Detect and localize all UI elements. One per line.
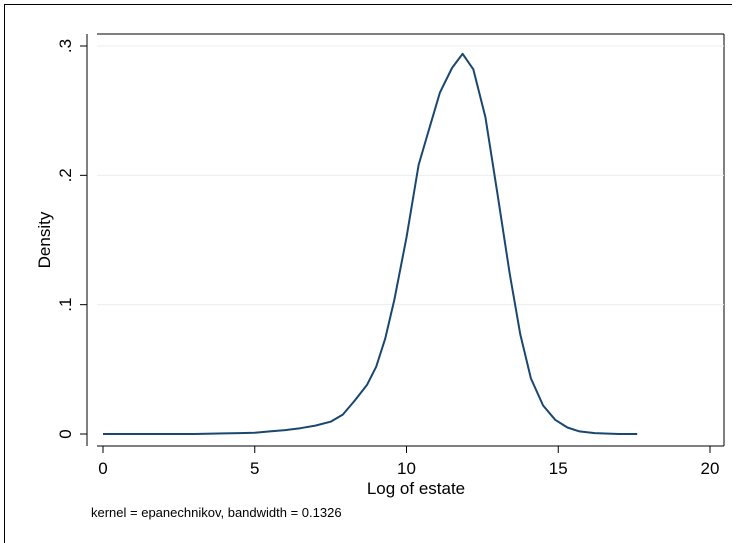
y-axis-title: Density xyxy=(35,211,54,268)
x-tick-label: 0 xyxy=(98,459,107,478)
chart-frame xyxy=(4,4,732,543)
y-tick-label: .1 xyxy=(56,298,75,312)
kernel-note: kernel = epanechnikov, bandwidth = 0.132… xyxy=(91,505,342,520)
gridlines xyxy=(97,45,724,306)
y-tick-label: .3 xyxy=(56,39,75,53)
x-axis-title: Log of estate xyxy=(367,479,465,498)
x-axis-ticks: 0 5 10 15 20 xyxy=(98,446,719,478)
x-tick-label: 20 xyxy=(701,459,720,478)
density-line xyxy=(103,52,638,435)
y-axis-ticks: 0 .1 .2 .3 xyxy=(56,39,87,439)
x-tick-label: 15 xyxy=(549,459,568,478)
y-tick-label: .2 xyxy=(56,168,75,182)
x-tick-label: 10 xyxy=(397,459,416,478)
x-tick-label: 5 xyxy=(250,459,259,478)
y-tick-label: 0 xyxy=(56,429,75,438)
